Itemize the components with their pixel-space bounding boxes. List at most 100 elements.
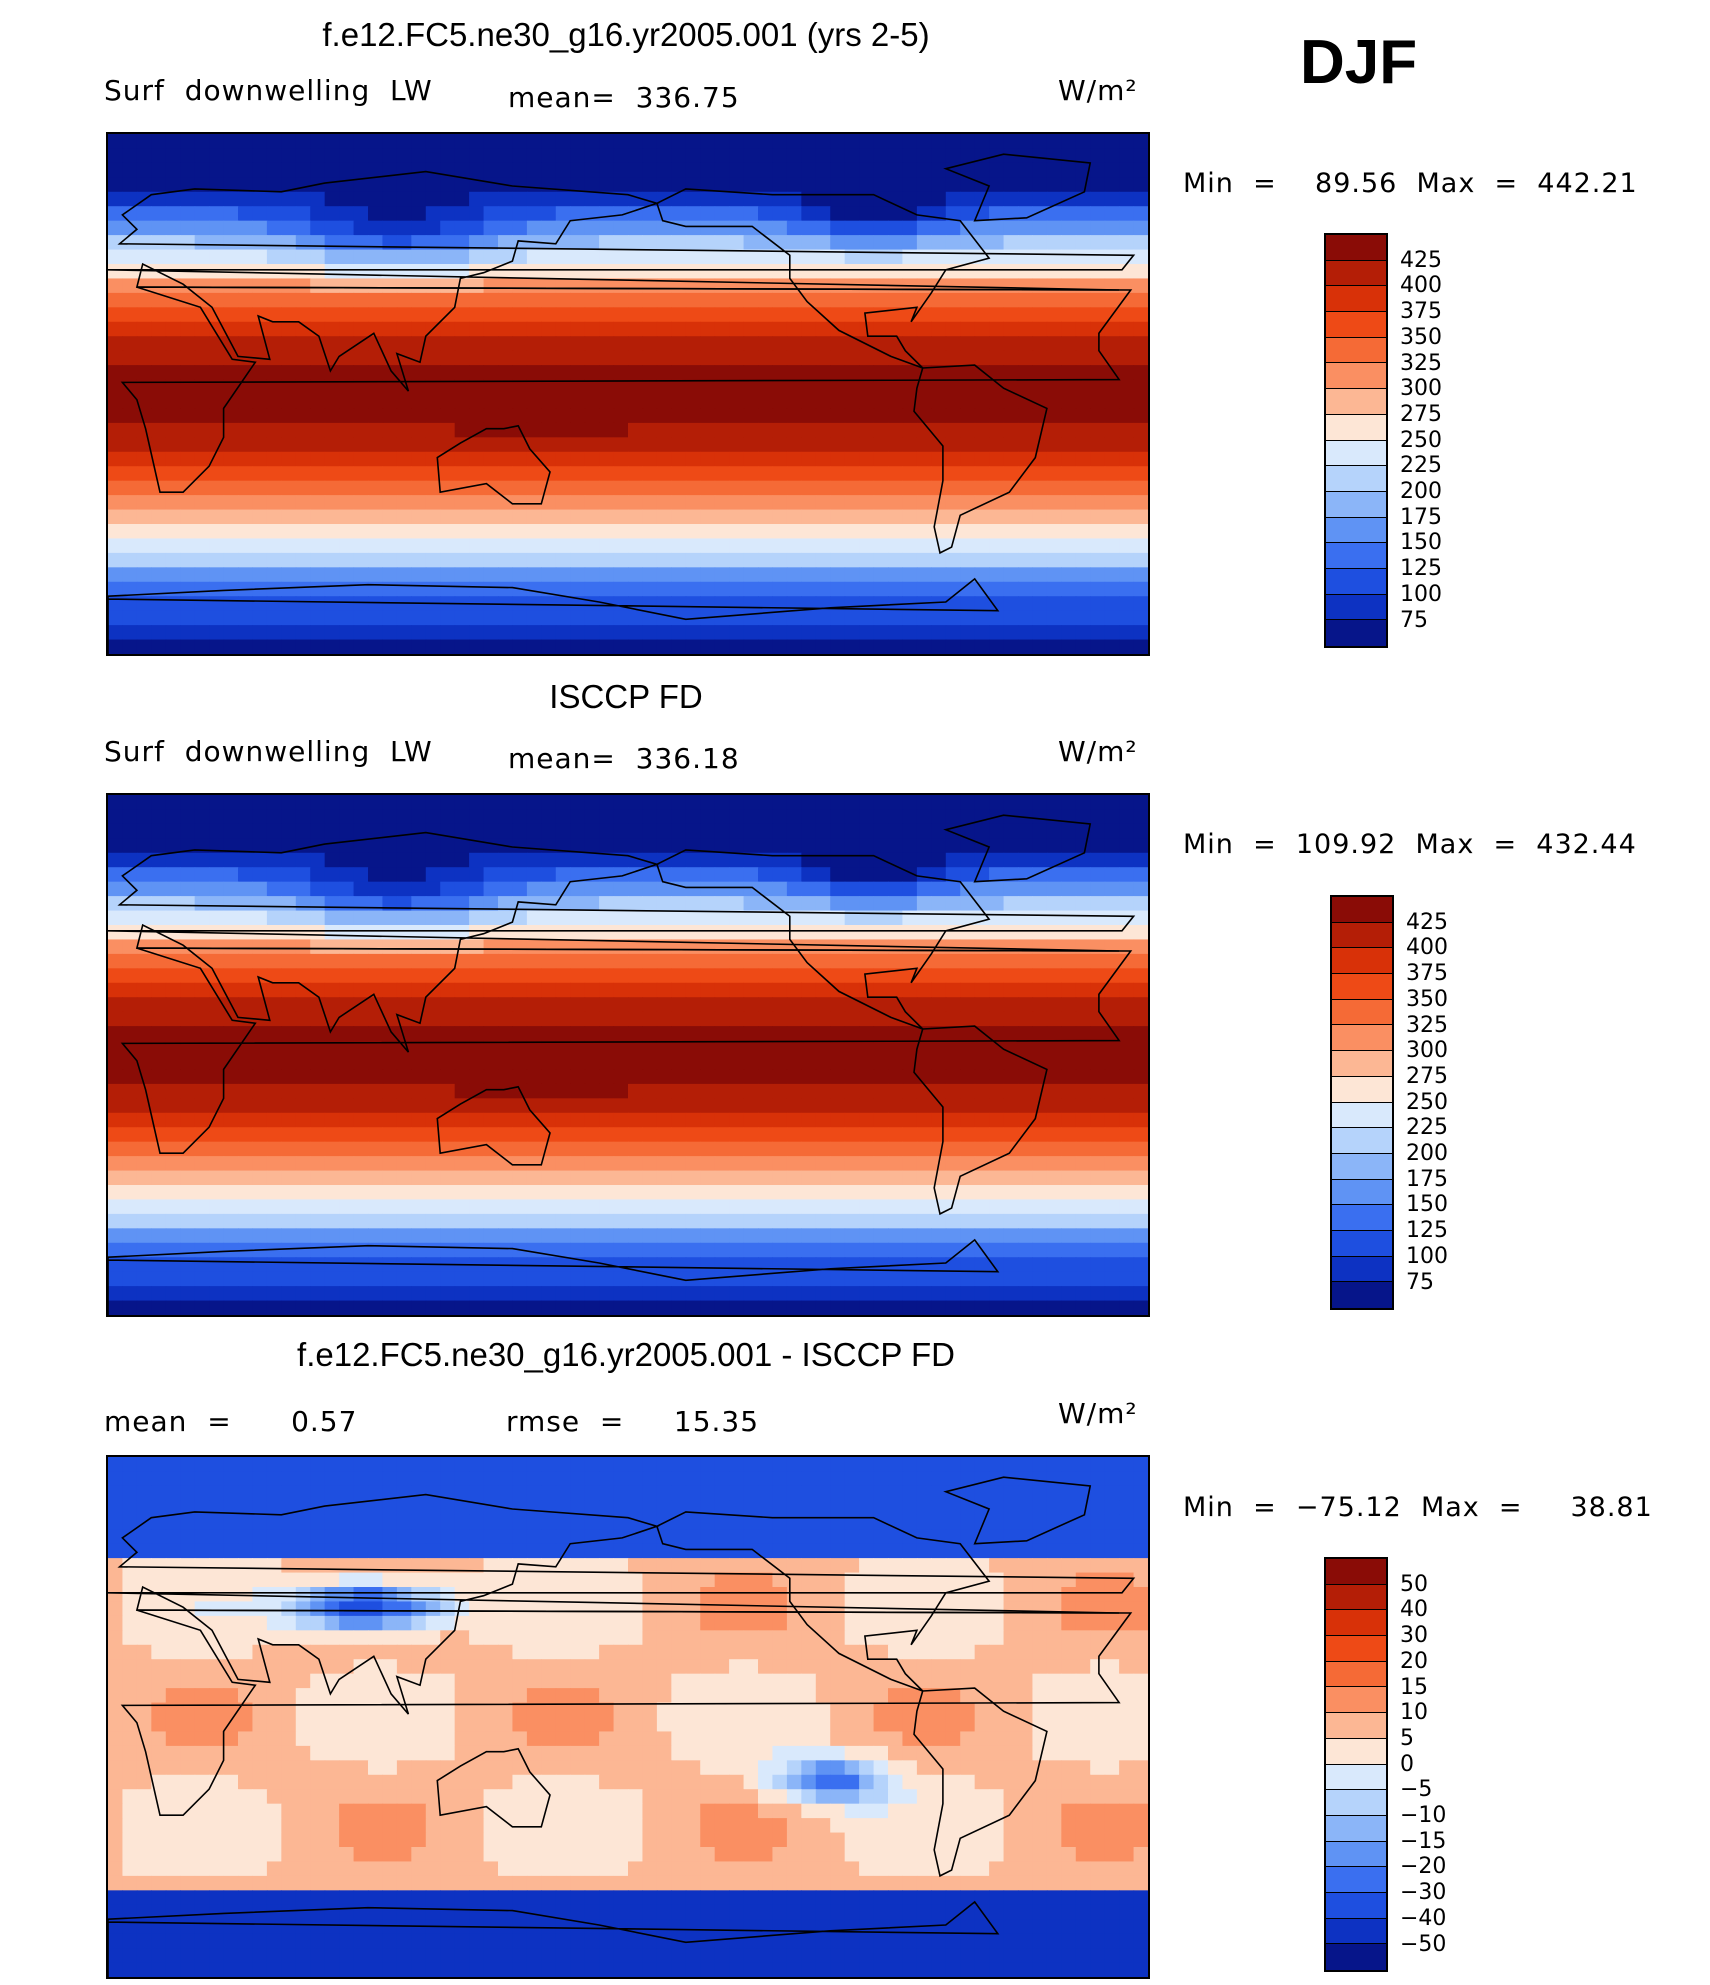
map-cell [815, 249, 831, 265]
map-cell [223, 394, 239, 410]
map-cell [613, 1141, 629, 1157]
map-cell [945, 394, 961, 410]
map-cell [382, 997, 398, 1013]
map-cell [888, 1069, 904, 1085]
map-cell [425, 1069, 441, 1085]
map-cell [469, 1199, 485, 1215]
map-cell [902, 852, 918, 868]
map-cell [266, 394, 282, 410]
map-cell [165, 1098, 181, 1114]
map-cell [353, 939, 369, 955]
map-cell [902, 925, 918, 941]
map-cell [656, 350, 672, 366]
map-cell [945, 997, 961, 1013]
map-cell [541, 1213, 557, 1229]
map-cell [555, 249, 571, 265]
map-cell [454, 1040, 470, 1056]
map-cell [209, 1242, 225, 1258]
map-cell [772, 509, 788, 525]
map-cell [469, 852, 485, 868]
map-cell [960, 625, 976, 641]
map-cell [165, 394, 181, 410]
map-cell [512, 1156, 528, 1172]
map-cell [989, 134, 1005, 150]
map-cell [844, 997, 860, 1013]
map-cell [324, 379, 340, 395]
map-cell [628, 1112, 644, 1128]
map-cell [685, 795, 701, 811]
map-cell [180, 1069, 196, 1085]
map-cell [425, 177, 441, 193]
map-cell [1119, 1040, 1135, 1056]
map-cell [671, 823, 687, 839]
map-cell [859, 1141, 875, 1157]
map-cell [382, 278, 398, 294]
map-cell [324, 1242, 340, 1258]
map-cell [411, 1040, 427, 1056]
map-cell [772, 1026, 788, 1042]
map-cell [440, 809, 456, 825]
map-cell [526, 997, 542, 1013]
map-cell [743, 480, 759, 496]
map-cell [916, 307, 932, 323]
map-cell [498, 1069, 514, 1085]
map-cell [815, 1112, 831, 1128]
map-cell [136, 997, 152, 1013]
map-cell [989, 509, 1005, 525]
map-cell [238, 1112, 254, 1128]
map-cell [295, 437, 311, 453]
map-cell [685, 552, 701, 568]
map-cell [599, 509, 615, 525]
map-cell [238, 134, 254, 150]
map-cell [960, 365, 976, 381]
map-cell [931, 639, 947, 654]
map-cell [310, 867, 326, 883]
map-cell [758, 552, 774, 568]
map-cell [396, 1228, 412, 1244]
map-cell [671, 1185, 687, 1201]
map-cell [223, 191, 239, 207]
map-cell [613, 191, 629, 207]
map-cell [555, 177, 571, 193]
map-cell [1018, 896, 1034, 912]
map-cell [613, 552, 629, 568]
map-cell [454, 1098, 470, 1114]
map-cell [324, 1069, 340, 1085]
map-cell [1090, 177, 1106, 193]
map-cell [108, 823, 124, 839]
map-cell [1133, 191, 1148, 207]
map-cell [252, 823, 268, 839]
map-cell [700, 336, 716, 352]
map-cell [1119, 596, 1135, 612]
map-cell [1061, 1185, 1077, 1201]
map-cell [815, 1040, 831, 1056]
map-cell [194, 596, 210, 612]
colorbar-tick-label: 175 [1400, 504, 1442, 530]
map-cell [584, 278, 600, 294]
map-cell [916, 610, 932, 626]
map-cell [1133, 495, 1148, 511]
map-cell [844, 939, 860, 955]
map-cell [599, 552, 615, 568]
map-cell [830, 495, 846, 511]
map-cell [960, 278, 976, 294]
map-cell [613, 350, 629, 366]
map-cell [1075, 639, 1091, 654]
map-cell [685, 148, 701, 164]
map-cell [223, 220, 239, 236]
map-cell [498, 278, 514, 294]
map-cell [310, 823, 326, 839]
map-cell [945, 350, 961, 366]
map-cell [786, 191, 802, 207]
map-cell [411, 191, 427, 207]
map-cell [584, 509, 600, 525]
map-cell [1003, 1242, 1019, 1258]
map-cell [570, 162, 586, 178]
map-cell [194, 437, 210, 453]
map-cell [656, 823, 672, 839]
map-cell [859, 235, 875, 251]
map-cell [801, 321, 817, 337]
map-cell [382, 1257, 398, 1273]
map-cell [295, 795, 311, 811]
map-cell [223, 509, 239, 525]
